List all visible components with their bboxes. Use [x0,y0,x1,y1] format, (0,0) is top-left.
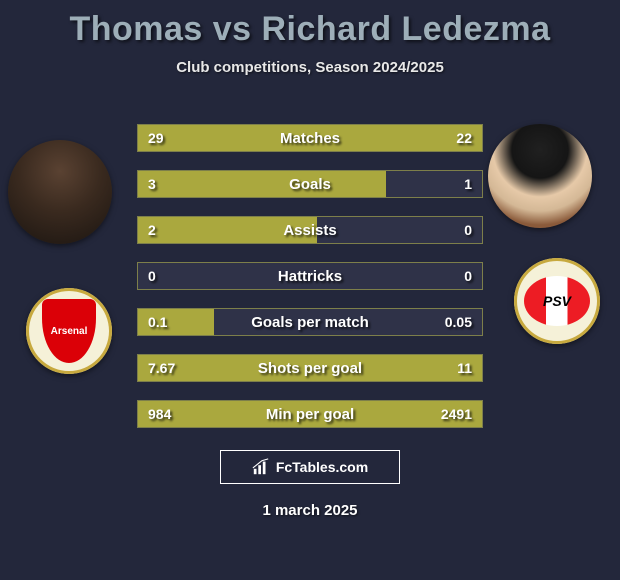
stat-row: Shots per goal7.67 11 [137,354,483,382]
stat-row: Goals3 1 [137,170,483,198]
stat-value-left: 3 [138,171,166,197]
stat-value-left: 984 [138,401,181,427]
stat-label: Goals [138,171,482,197]
stat-value-right: 11 [447,355,482,381]
stat-label: Goals per match [138,309,482,335]
arsenal-crest: Arsenal [42,299,96,363]
player-right-avatar [488,124,592,228]
player-left-avatar [8,140,112,244]
stat-value-right: 0.05 [435,309,482,335]
stat-value-right: 0 [454,217,482,243]
stat-row: Assists2 0 [137,216,483,244]
stat-label: Shots per goal [138,355,482,381]
stats-bars: Matches2922Goals31Assists20Hattricks00Go… [137,124,483,446]
chart-icon [252,458,270,476]
stat-value-left: 0 [138,263,166,289]
stat-value-right: 22 [446,125,482,151]
stat-label: Hattricks [138,263,482,289]
stat-value-left: 0.1 [138,309,177,335]
psv-crest: PSV [524,276,590,326]
stat-label: Matches [138,125,482,151]
stat-value-right: 2491 [431,401,482,427]
stat-row: Goals per match0.1 0.05 [137,308,483,336]
watermark-text: FcTables.com [276,459,368,475]
stat-row: Hattricks0 0 [137,262,483,290]
stat-value-left: 7.67 [138,355,185,381]
page-title: Thomas vs Richard Ledezma [0,0,620,49]
stat-row: Min per goal9842491 [137,400,483,428]
stat-label: Assists [138,217,482,243]
club-left-logo: Arsenal [26,288,112,374]
club-right-logo: PSV [514,258,600,344]
stat-value-right: 1 [454,171,482,197]
date-text: 1 march 2025 [0,502,620,519]
stat-value-left: 29 [138,125,174,151]
stat-value-left: 2 [138,217,166,243]
subtitle: Club competitions, Season 2024/2025 [0,59,620,76]
stat-value-right: 0 [454,263,482,289]
watermark: FcTables.com [220,450,400,484]
stat-row: Matches29 22 [137,124,483,152]
